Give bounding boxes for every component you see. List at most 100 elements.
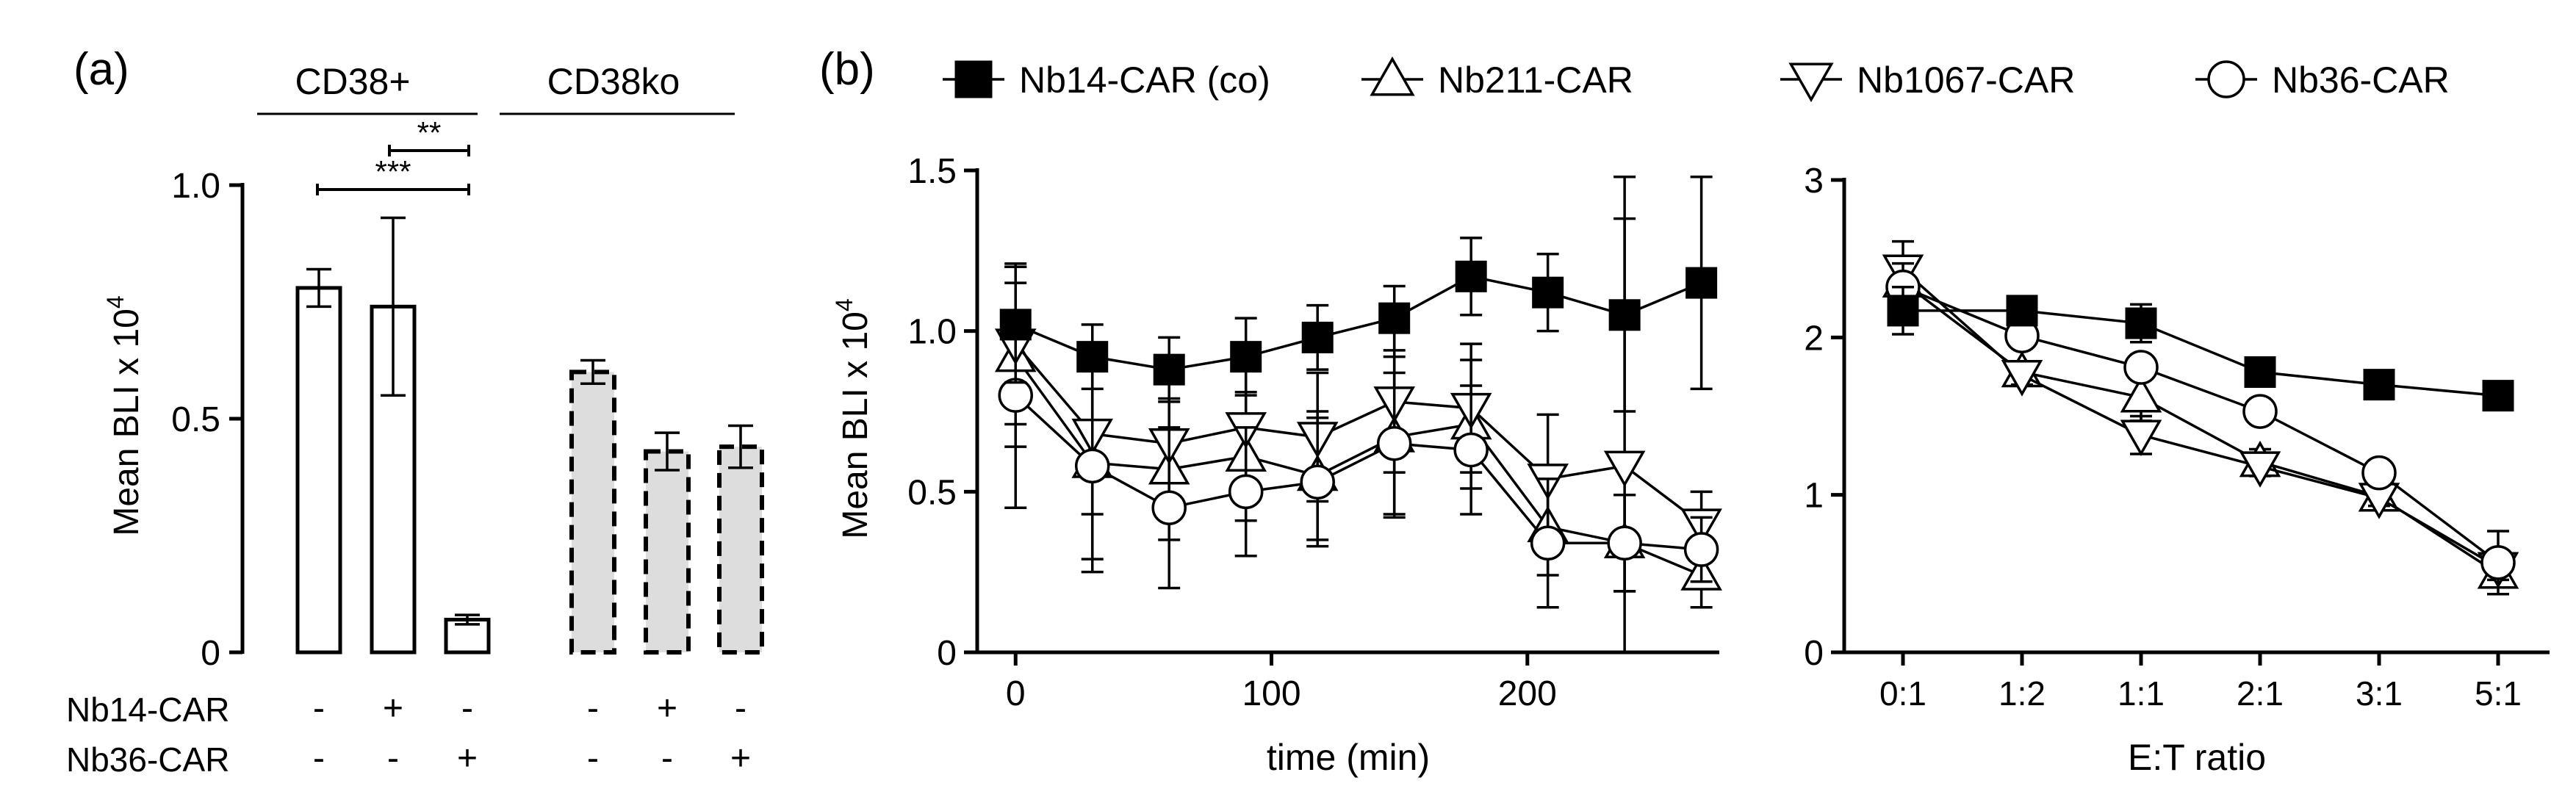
- bar-4: [644, 449, 691, 655]
- ytick-label-b2-1: 1: [1804, 477, 1824, 516]
- point-b1-3-2: [1151, 490, 1187, 525]
- series-line-b2-3: [1902, 286, 2500, 564]
- point-b2-0-4: [2363, 369, 2395, 401]
- sign-nb14-1: +: [383, 689, 403, 728]
- ytick-label-b2-2: 2: [1804, 319, 1824, 358]
- series-b1-0: [999, 175, 1718, 413]
- legend-marker-0: [954, 60, 993, 98]
- point-b1-0-5: [1378, 302, 1411, 334]
- xtick-label-b1-2: 200: [1498, 674, 1557, 713]
- point-b1-3-1: [1074, 448, 1110, 484]
- ytick-label-b1-0: 0: [937, 634, 957, 673]
- point-b1-3-7: [1530, 525, 1566, 561]
- legend-marker-2: [1788, 62, 1834, 103]
- panel-label-a: (a): [73, 44, 129, 95]
- point-b2-3-5: [2480, 545, 2516, 580]
- xlabel-b1: time (min): [1267, 737, 1430, 778]
- series-line-b1-0: [1015, 275, 1702, 371]
- point-b2-0-2: [2125, 307, 2157, 339]
- sign-nb36-3: -: [587, 739, 599, 778]
- point-b1-3-4: [1300, 464, 1335, 500]
- bar-3: [569, 370, 616, 655]
- sign-nb36-4: -: [661, 739, 673, 778]
- xtick-label-b2-4: 3:1: [2356, 674, 2403, 713]
- point-b2-0-5: [2482, 380, 2514, 412]
- ylabel-a: Mean BLI x 104: [102, 295, 146, 536]
- point-b2-2-3: [2239, 451, 2281, 488]
- sign-nb14-5: -: [735, 689, 746, 728]
- sign-nb14-0: -: [313, 689, 325, 728]
- legend-label-2: Nb1067-CAR: [1857, 60, 2075, 101]
- series-line-b1-1: [1014, 356, 1702, 577]
- series-b1-3: [998, 281, 1719, 609]
- point-b1-3-3: [1228, 474, 1264, 510]
- point-b1-0-4: [1301, 321, 1334, 353]
- chart-b-ratio: 0 1 2 3 0:1 1:2 1:1 2:1 3:1 5:1 E:T ratio: [1804, 162, 2550, 778]
- legend-label-3: Nb36-CAR: [2272, 60, 2450, 101]
- point-b2-0-3: [2244, 356, 2276, 388]
- legend-marker-3: [2207, 60, 2245, 98]
- series-line-b1-3: [1015, 394, 1702, 551]
- legend-label-0: Nb14-CAR (co): [1019, 60, 1270, 101]
- series-b1-2: [994, 175, 1722, 654]
- sign-nb36-2: +: [457, 739, 478, 778]
- chart-b-time: 0 0.5 1.0 1.5 0 100 200 time (min) Mean BLI x 10…: [831, 152, 1722, 778]
- xtick-label-b1-1: 100: [1242, 674, 1300, 713]
- sig-label-0: **: [417, 115, 442, 150]
- row-label-nb36: Nb36-CAR: [66, 740, 229, 779]
- ytick-label-b1-3: 1.5: [907, 152, 957, 191]
- legend: Nb14-CAR (co) Nb211-CAR Nb1067-CAR Nb36-CAR: [943, 56, 2450, 103]
- row-label-nb14: Nb14-CAR: [66, 691, 229, 729]
- ytick-label-b2-3: 3: [1804, 162, 1824, 201]
- xlabel-b2: E:T ratio: [2128, 737, 2266, 778]
- bar-0: [295, 286, 342, 655]
- ylabel-a-superscript: 4: [102, 295, 129, 309]
- sign-nb36-1: -: [387, 739, 399, 778]
- sign-nb14-3: -: [587, 689, 599, 728]
- point-b1-0-2: [1153, 353, 1185, 386]
- chart-a-bar: 0 0.5 1.0 Mean BLI x 104 - - + - - + - - + - - + Nb14-CA…: [66, 61, 764, 779]
- point-b1-0-8: [1608, 299, 1641, 331]
- point-b1-0-7: [1532, 276, 1564, 309]
- ytick-label-a-0: 0: [201, 634, 220, 673]
- sign-nb14-2: -: [461, 689, 473, 728]
- xtick-label-b2-2: 1:1: [2118, 674, 2165, 713]
- point-b2-3-4: [2361, 455, 2397, 491]
- point-b2-2-2: [2120, 419, 2162, 457]
- point-b1-3-8: [1607, 525, 1642, 561]
- xtick-label-b1-0: 0: [1006, 674, 1026, 713]
- point-b1-2-8: [1603, 450, 1646, 488]
- point-b2-0-0: [1887, 295, 1919, 327]
- point-b1-0-3: [1230, 341, 1262, 373]
- point-b1-3-0: [998, 378, 1033, 413]
- point-b1-0-6: [1455, 260, 1487, 292]
- legend-marker-1: [1370, 56, 1415, 96]
- point-b1-0-1: [1076, 341, 1109, 373]
- xtick-label-b2-5: 5:1: [2475, 674, 2522, 713]
- ytick-label-b2-0: 0: [1804, 634, 1824, 673]
- series-b2-1: [1882, 261, 2519, 589]
- panel-label-b: (b): [819, 44, 875, 95]
- sign-nb36-0: -: [313, 739, 325, 778]
- group-label-0: CD38+: [295, 61, 410, 102]
- point-b1-3-9: [1683, 532, 1719, 567]
- point-b1-3-5: [1376, 425, 1412, 461]
- ytick-label-a-2: 1.0: [171, 167, 220, 206]
- ytick-label-b1-1: 0.5: [907, 473, 957, 512]
- point-b1-0-9: [1685, 267, 1718, 299]
- ytick-label-a-1: 0.5: [171, 400, 220, 439]
- series-line-b2-2: [1902, 268, 2499, 569]
- sign-nb14-4: +: [657, 689, 677, 728]
- series-line-b1-2: [1014, 343, 1702, 525]
- series-b2-2: [1882, 239, 2519, 589]
- sig-label-1: ***: [375, 154, 411, 189]
- point-b2-3-3: [2242, 394, 2278, 429]
- xtick-label-b2-3: 2:1: [2237, 674, 2284, 713]
- point-b2-1-2: [2120, 375, 2162, 413]
- sign-nb36-5: +: [730, 739, 751, 778]
- point-b1-3-6: [1453, 432, 1489, 468]
- point-b2-2-1: [2001, 360, 2043, 397]
- series-b2-0: [1887, 285, 2514, 412]
- point-b2-0-1: [2006, 295, 2038, 327]
